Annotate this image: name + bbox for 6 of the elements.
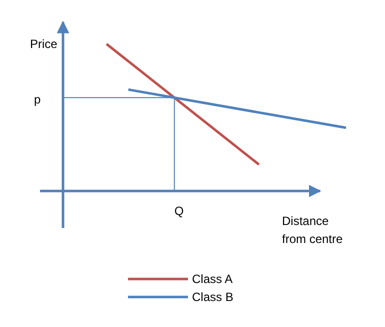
y-axis-title: Price <box>30 37 58 51</box>
text: Q <box>174 204 184 218</box>
text: p <box>34 92 41 107</box>
legend-label: Class A <box>192 272 233 286</box>
legend-label: Class B <box>192 290 234 304</box>
x-axis-title: Distance from centre <box>282 214 344 246</box>
